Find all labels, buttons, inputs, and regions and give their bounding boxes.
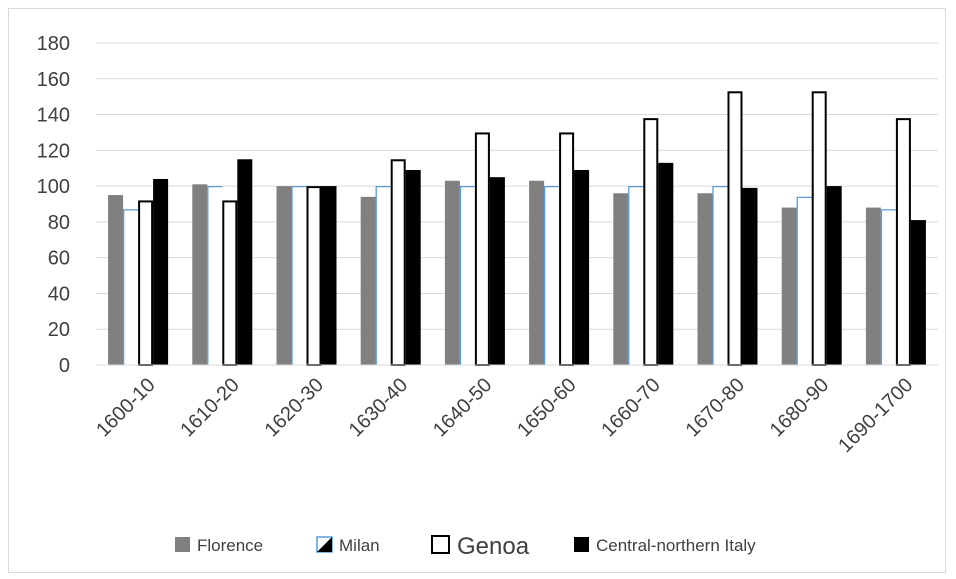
x-tick-label: 1660-70 (597, 374, 664, 441)
bar-genoa-1620-30 (306, 186, 322, 366)
y-tick-label: 180 (37, 33, 70, 55)
legend-swatch-genoa (431, 535, 450, 554)
x-tick-label: 1630-40 (345, 374, 412, 441)
legend: Florence Milan Genoa Central-northern Italy (175, 533, 756, 560)
bar-outline-milan-1610-20 (207, 185, 223, 365)
y-tick-label: 40 (48, 283, 70, 305)
legend-swatch-central-northern-italy (574, 537, 589, 552)
y-tick-label: 100 (37, 176, 70, 198)
x-tick-label: 1600-10 (92, 374, 159, 441)
bar-central-northern-italy-1670-80 (742, 187, 758, 365)
bar-central-northern-italy-1680-90 (826, 186, 842, 365)
bar-genoa-1630-40 (390, 159, 406, 366)
x-tick-label: 1690-1700 (834, 374, 917, 457)
bar-outline-milan-1640-50 (459, 185, 475, 365)
legend-label-genoa: Genoa (457, 533, 530, 560)
bar-central-northern-italy-1640-50 (489, 177, 505, 365)
bar-outline-milan-1620-30 (291, 185, 307, 365)
bar-genoa-1600-10 (138, 200, 154, 366)
bars (108, 91, 926, 367)
y-tick-label: 0 (59, 355, 70, 377)
y-tick-label: 20 (48, 319, 70, 341)
y-tick-label: 140 (37, 105, 70, 127)
legend-swatch-florence (175, 537, 190, 552)
bar-central-northern-italy-1660-70 (658, 162, 674, 365)
bar-genoa-1680-90 (811, 91, 827, 367)
legend-swatch-milan-fill (317, 537, 332, 552)
bar-central-northern-italy-1690-1700 (910, 220, 926, 365)
bar-milan-1660-70 (628, 186, 644, 365)
bar-florence-1630-40 (360, 196, 376, 365)
legend-label-central-northern-italy: Central-northern Italy (596, 536, 756, 555)
bar-outline-milan-1600-10 (122, 209, 139, 365)
bar-milan-1680-90 (796, 196, 812, 365)
bar-florence-1690-1700 (865, 207, 881, 365)
bar-outline-milan-1670-80 (712, 185, 728, 365)
legend-label-florence: Florence (197, 536, 263, 555)
y-tick-label: 160 (37, 69, 70, 91)
x-tick-label: 1650-60 (513, 374, 580, 441)
bar-florence-1640-50 (444, 180, 460, 365)
x-tick-label: 1620-30 (261, 374, 328, 441)
x-tick-label: 1670-80 (682, 374, 749, 441)
bar-milan-1630-40 (375, 186, 391, 365)
bar-genoa-1690-1700 (895, 118, 911, 366)
bar-central-northern-italy-1620-30 (321, 186, 337, 365)
bar-milan-1620-30 (291, 186, 307, 365)
bar-central-northern-italy-1650-60 (574, 170, 590, 365)
y-tick-label: 80 (48, 212, 70, 234)
bar-florence-1660-70 (613, 193, 629, 365)
x-tick-label: 1640-50 (429, 374, 496, 441)
y-tick-label: 60 (48, 248, 70, 270)
bar-florence-1680-90 (781, 207, 797, 365)
x-tick-label: 1680-90 (766, 374, 833, 441)
bar-outline-milan-1650-60 (543, 185, 560, 365)
bar-genoa-1610-20 (222, 200, 238, 366)
bar-florence-1620-30 (276, 186, 292, 365)
bar-central-northern-italy-1610-20 (237, 159, 253, 365)
legend-label-milan: Milan (339, 536, 380, 555)
bar-florence-1600-10 (108, 195, 124, 365)
bar-outline-milan-1630-40 (375, 185, 391, 365)
bar-outline-milan-1680-90 (796, 196, 812, 365)
x-axis-ticks: 1600-10 1610-20 1620-30 1630-40 1640-50 1650-… (92, 374, 917, 457)
bar-milan-1640-50 (459, 186, 475, 365)
bar-florence-1650-60 (529, 180, 545, 365)
bar-genoa-1670-80 (727, 91, 743, 367)
y-axis-ticks: 0 20 40 60 80 100 120 140 160 180 (37, 33, 70, 377)
bar-genoa-1650-60 (559, 132, 575, 366)
bar-outline-milan-1690-1700 (880, 209, 896, 365)
bar-florence-1670-80 (697, 193, 713, 365)
x-tick-label: 1610-20 (176, 374, 243, 441)
legend-swatch-milan (316, 536, 333, 553)
bar-genoa-1640-50 (474, 132, 490, 366)
bar-milan-1650-60 (544, 186, 560, 365)
bar-milan-1610-20 (207, 186, 223, 365)
bar-genoa-1660-70 (643, 118, 659, 366)
bar-milan-1690-1700 (880, 209, 896, 365)
bar-milan-1600-10 (123, 209, 139, 365)
bar-milan-1670-80 (712, 186, 728, 365)
y-tick-label: 120 (37, 140, 70, 162)
bar-outline-milan-1660-70 (628, 185, 644, 365)
bar-central-northern-italy-1630-40 (405, 170, 421, 365)
bar-central-northern-italy-1600-10 (153, 178, 169, 365)
bar-florence-1610-20 (192, 184, 208, 365)
